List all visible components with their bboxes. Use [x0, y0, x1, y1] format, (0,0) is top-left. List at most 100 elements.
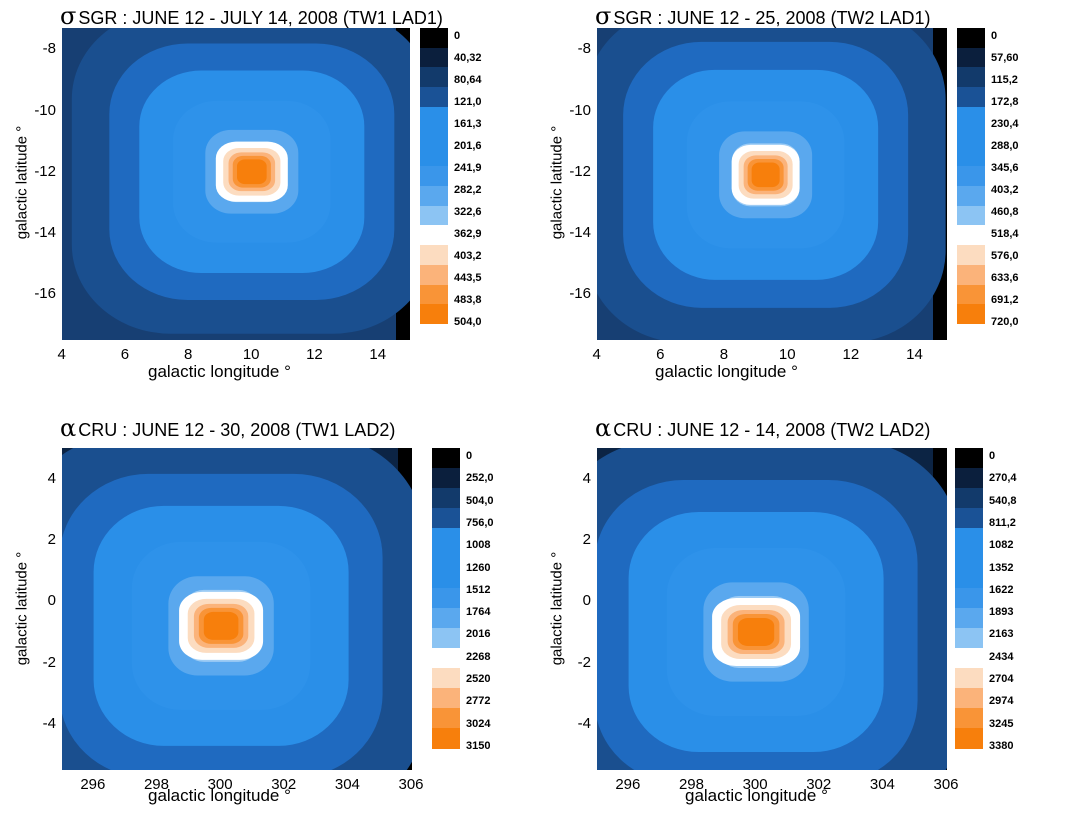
colorbar-label: 518,4 — [991, 228, 1019, 240]
colorbar-segment — [955, 608, 983, 629]
heatmap-plot — [62, 448, 412, 770]
colorbar-segment — [432, 728, 460, 749]
colorbar-segment — [955, 488, 983, 509]
y-tick-label: -14 — [34, 223, 56, 241]
colorbar-label: 161,3 — [454, 118, 482, 130]
chart-panel-sgr-tw1: σ SGR : JUNE 12 - JULY 14, 2008 (TW1 LAD1… — [0, 0, 532, 410]
colorbar-label: 403,2 — [454, 250, 482, 262]
colorbar-segment — [955, 508, 983, 529]
colorbar-label: 540,8 — [989, 494, 1017, 507]
colorbar-segment — [957, 225, 985, 246]
colorbar-label: 282,2 — [454, 184, 482, 196]
colorbar-segment — [957, 47, 985, 68]
y-tick-label: -12 — [569, 162, 591, 180]
chart-panel-sgr-tw2: σ SGR : JUNE 12 - 25, 2008 (TW2 LAD1) -8 -… — [535, 0, 1065, 410]
colorbar-label: 1082 — [989, 539, 1014, 552]
colorbar-segment — [420, 47, 448, 68]
colorbar-segment — [955, 708, 983, 729]
colorbar-segment — [955, 548, 983, 569]
colorbar-segment — [420, 284, 448, 305]
heatmap-svg — [597, 28, 947, 340]
colorbar-label: 252,0 — [466, 472, 494, 485]
colorbar-segment — [955, 688, 983, 709]
colorbar-label: 2163 — [989, 628, 1014, 641]
x-tick-label: 4 — [592, 346, 601, 363]
y-tick-label: -8 — [42, 40, 56, 58]
colorbar-label: 1352 — [989, 561, 1014, 574]
y-tick-label: -4 — [42, 715, 56, 732]
colorbar-label: 322,6 — [454, 206, 482, 218]
colorbar-segment — [955, 448, 983, 469]
colorbar-label: 288,0 — [991, 140, 1019, 152]
colorbar-segment — [420, 245, 448, 266]
colorbar: 0 270,4 540,8 811,2 1082 1352 1622 1893 2163 2434… — [955, 448, 1025, 752]
colorbar-label: 504,0 — [466, 494, 494, 507]
colorbar-label: 40,32 — [454, 52, 482, 64]
colorbar-label: 2520 — [466, 673, 491, 686]
colorbar-label: 633,6 — [991, 272, 1019, 284]
y-tick-label: -10 — [569, 101, 591, 119]
contour-level-10 — [236, 159, 267, 185]
colorbar: 0 252,0 504,0 756,0 1008 1260 1512 1764 2016 2268… — [432, 448, 499, 752]
title-text: SGR : JUNE 12 - 25, 2008 (TW2 LAD1) — [613, 8, 931, 28]
colorbar-label: 1260 — [466, 561, 491, 574]
colorbar-label: 3150 — [466, 740, 491, 752]
colorbar-segment — [955, 648, 983, 669]
colorbar-segment — [420, 67, 448, 88]
x-tick-label: 296 — [80, 776, 106, 793]
title-symbol: α — [60, 414, 77, 442]
colorbar-segment — [432, 468, 460, 489]
heatmap-svg — [62, 28, 410, 340]
colorbar-segment — [420, 87, 448, 108]
colorbar-segment — [420, 185, 448, 207]
colorbar-segment — [420, 166, 448, 187]
colorbar-label: 443,5 — [454, 272, 482, 284]
contour-level-10 — [751, 162, 780, 188]
x-tick-label: 14 — [369, 346, 387, 363]
colorbar-segment — [432, 528, 460, 549]
colorbar-label: 2772 — [466, 695, 491, 708]
colorbar-segment — [955, 628, 983, 649]
colorbar-segment — [432, 508, 460, 529]
y-tick-label: -12 — [34, 162, 56, 180]
chart-title: σ SGR : JUNE 12 - JULY 14, 2008 (TW1 LAD1… — [60, 2, 443, 30]
colorbar-label: 483,8 — [454, 294, 482, 306]
colorbar-segment — [957, 87, 985, 108]
x-tick-label: 4 — [57, 346, 66, 363]
y-tick-label: 2 — [582, 531, 591, 548]
colorbar-label: 403,2 — [991, 184, 1019, 196]
x-tick-label: 10 — [778, 346, 796, 363]
colorbar-label: 0 — [466, 450, 473, 462]
title-text: CRU : JUNE 12 - 14, 2008 (TW2 LAD2) — [613, 420, 931, 440]
colorbar-label: 1893 — [989, 606, 1014, 619]
colorbar-segment — [957, 245, 985, 266]
colorbar: 0 57,60 115,2 172,8 230,4 288,0 345,6 403,2 460,… — [957, 28, 1027, 328]
colorbar-label: 241,9 — [454, 162, 482, 174]
colorbar-segment — [955, 668, 983, 689]
y-tick-label: -10 — [34, 101, 56, 119]
colorbar-segment — [432, 488, 460, 509]
colorbar-label: 460,8 — [991, 206, 1019, 218]
x-axis-label: galactic longitude ° — [685, 786, 828, 805]
x-tick-label: 302 — [271, 776, 297, 793]
colorbar-segment — [432, 448, 460, 469]
colorbar-segment — [420, 225, 448, 246]
y-tick-label: 4 — [47, 469, 56, 487]
colorbar-label: 3380 — [989, 740, 1014, 752]
colorbar-label: 80,64 — [454, 74, 482, 86]
colorbar-label: 362,9 — [454, 228, 482, 240]
y-tick-label: -2 — [42, 653, 56, 671]
heatmap-svg — [62, 448, 412, 770]
colorbar-label: 1512 — [466, 583, 491, 596]
y-axis-label: galactic latitude ° — [548, 125, 566, 240]
colorbar-segment — [957, 284, 985, 305]
colorbar-segment — [420, 304, 448, 325]
colorbar-label: 756,0 — [466, 516, 494, 529]
colorbar-segment — [432, 568, 460, 589]
colorbar-segment — [420, 28, 448, 49]
chart-title: σ SGR : JUNE 12 - 25, 2008 (TW2 LAD1) — [595, 2, 931, 30]
x-tick-label: 302 — [806, 776, 832, 793]
title-symbol: α — [595, 414, 612, 442]
colorbar-label: 201,6 — [454, 140, 482, 152]
heatmap-plot — [597, 448, 947, 770]
